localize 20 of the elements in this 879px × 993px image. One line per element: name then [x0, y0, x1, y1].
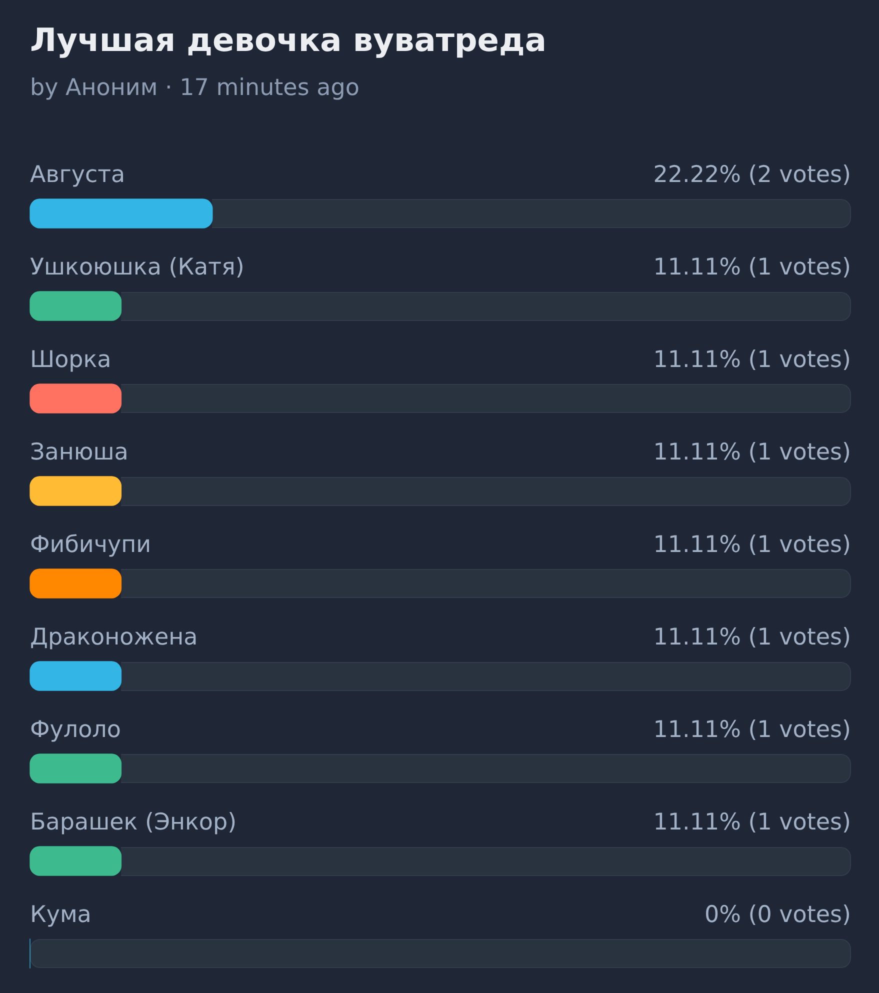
- data-label: 22.22% (2 votes): [653, 162, 851, 188]
- y-tick-label: Кума: [30, 902, 92, 928]
- data-label: 11.11% (1 votes): [653, 532, 851, 558]
- y-tick-label: Занюша: [30, 440, 128, 466]
- data-label: 11.11% (1 votes): [653, 810, 851, 836]
- data-label: 11.11% (1 votes): [653, 440, 851, 466]
- data-label: 11.11% (1 votes): [653, 347, 851, 373]
- chart-title: Лучшая девочка вуватреда: [30, 21, 546, 59]
- y-tick-label: Фулоло: [30, 717, 121, 743]
- y-tick-label: Ушкоюшка (Катя): [30, 254, 244, 280]
- y-tick-label: Фибичупи: [30, 532, 152, 558]
- y-tick-label: Барашек (Энкор): [30, 810, 237, 836]
- data-label: 11.11% (1 votes): [653, 254, 851, 280]
- y-tick-label: Драконожена: [30, 624, 198, 650]
- data-label: 11.11% (1 votes): [653, 717, 851, 743]
- data-label: 11.11% (1 votes): [653, 624, 851, 650]
- y-tick-label: Августа: [30, 162, 126, 188]
- y-tick-label: Шорка: [30, 347, 112, 373]
- data-label: 0% (0 votes): [704, 902, 851, 928]
- chart-subtitle: by Аноним · 17 minutes ago: [30, 75, 360, 101]
